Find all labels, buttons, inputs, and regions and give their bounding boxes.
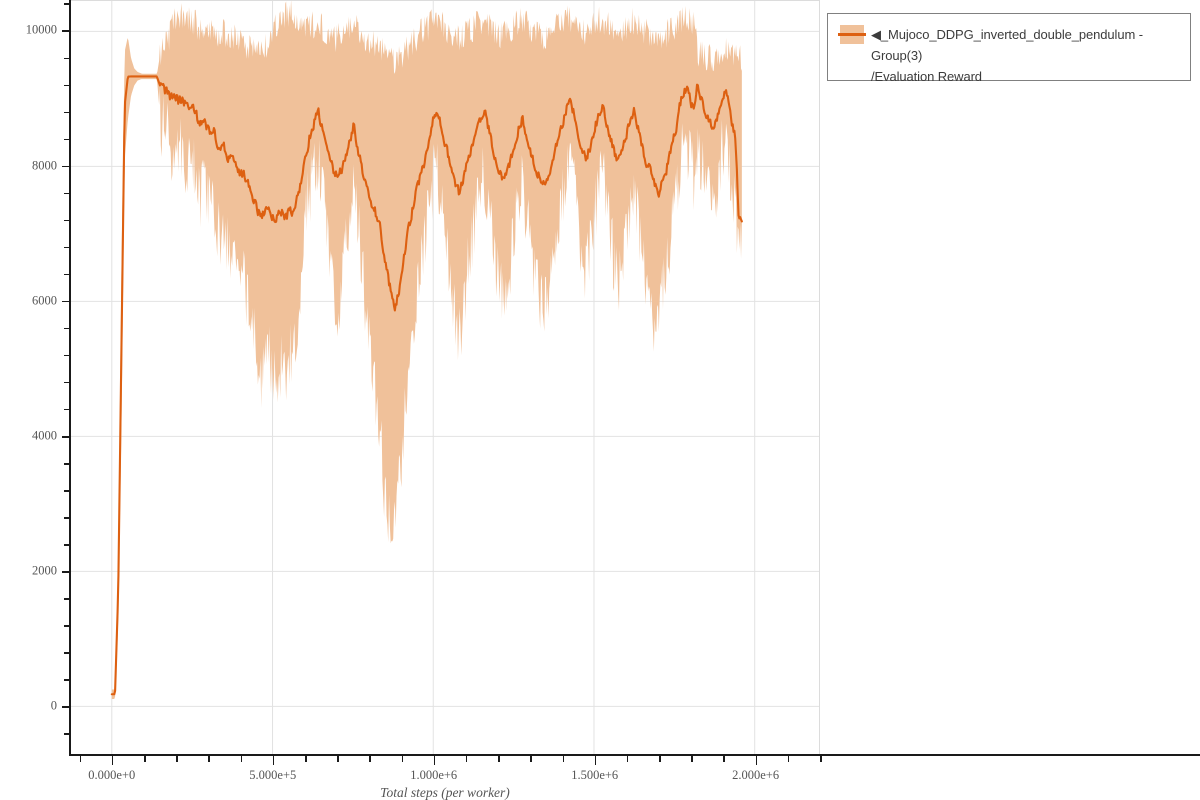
y-axis-spine xyxy=(69,0,71,756)
x-tick-label: 1.500e+6 xyxy=(571,768,619,782)
y-tick-label: 2000 xyxy=(32,563,57,578)
y-tick-minor xyxy=(64,408,70,411)
y-tick-minor xyxy=(64,463,70,465)
legend[interactable]: ◀_Mujoco_DDPG_inverted_double_pendulum -… xyxy=(827,13,1191,84)
x-tick-major xyxy=(594,756,597,765)
series-layer xyxy=(70,1,819,699)
x-tick-minor xyxy=(144,756,146,762)
x-tick-minor xyxy=(723,756,725,762)
x-tick-minor xyxy=(79,756,82,762)
x-tick-minor xyxy=(401,756,403,762)
y-tick-minor xyxy=(64,246,70,249)
plot-area xyxy=(70,0,820,755)
x-tick-minor xyxy=(659,756,661,762)
y-tick-minor xyxy=(64,84,70,86)
y-tick-label: 6000 xyxy=(32,293,57,308)
y-tick-minor xyxy=(64,111,70,113)
y-tick-label: 10000 xyxy=(25,22,57,37)
legend-line-swatch xyxy=(838,33,866,36)
y-tick-minor xyxy=(64,138,70,141)
x-tick-label: 1.000e+6 xyxy=(410,768,458,782)
y-tick-minor xyxy=(64,544,70,546)
y-tick-label: 4000 xyxy=(32,428,57,443)
y-tick-minor xyxy=(64,192,70,195)
x-tick-label: 2.000e+6 xyxy=(732,768,780,782)
x-tick-label: 0.000e+0 xyxy=(88,768,136,782)
x-tick-minor xyxy=(208,756,210,762)
y-tick-major xyxy=(62,300,70,303)
x-tick-minor xyxy=(562,756,564,762)
y-tick-minor xyxy=(64,219,70,222)
x-axis-spine xyxy=(69,754,1200,756)
y-tick-minor xyxy=(64,273,70,276)
x-tick-minor xyxy=(369,756,371,762)
x-tick-major xyxy=(433,756,436,765)
y-tick-minor xyxy=(64,490,70,492)
y-tick-minor xyxy=(64,679,70,681)
x-tick-major xyxy=(111,756,114,765)
y-tick-minor xyxy=(64,354,70,357)
x-tick-major xyxy=(272,756,275,765)
y-tick-minor xyxy=(64,381,70,384)
x-tick-minor xyxy=(305,756,307,762)
x-tick-label: 5.000e+5 xyxy=(249,768,297,782)
x-tick-minor xyxy=(176,756,178,762)
y-tick-major xyxy=(62,30,70,32)
legend-label-line1: ◀_Mujoco_DDPG_inverted_double_pendulum -… xyxy=(871,27,1143,63)
y-tick-label: 8000 xyxy=(32,158,57,173)
y-tick-major xyxy=(62,571,70,573)
x-tick-minor xyxy=(530,756,532,762)
x-tick-minor xyxy=(787,756,790,762)
x-tick-minor xyxy=(465,756,468,762)
x-tick-minor xyxy=(337,756,339,762)
x-tick-minor xyxy=(820,756,822,762)
legend-color-swatch xyxy=(838,25,866,44)
y-tick-minor xyxy=(64,652,70,654)
y-tick-minor xyxy=(64,733,70,735)
x-tick-minor xyxy=(626,756,629,762)
legend-label: ◀_Mujoco_DDPG_inverted_double_pendulum -… xyxy=(871,24,1178,87)
y-tick-minor xyxy=(64,57,70,59)
legend-entry[interactable]: ◀_Mujoco_DDPG_inverted_double_pendulum -… xyxy=(838,24,1178,87)
y-tick-major xyxy=(62,436,70,438)
y-tick-minor xyxy=(64,327,70,330)
legend-label-line2: /Evaluation Reward xyxy=(871,69,982,84)
y-tick-major xyxy=(62,706,70,708)
x-tick-major xyxy=(755,756,758,765)
y-tick-label: 0 xyxy=(50,698,57,713)
y-tick-major xyxy=(62,165,70,168)
y-tick-minor xyxy=(64,3,70,5)
x-tick-minor xyxy=(498,756,500,762)
x-tick-minor xyxy=(240,756,243,762)
y-tick-minor xyxy=(64,598,70,600)
y-tick-minor xyxy=(64,517,70,519)
x-tick-minor xyxy=(691,756,693,762)
y-tick-minor xyxy=(64,625,70,627)
x-axis-title: Total steps (per worker) xyxy=(380,785,510,800)
